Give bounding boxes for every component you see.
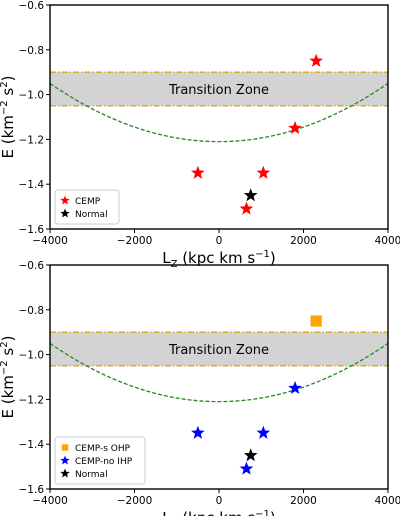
plot-area — [50, 315, 388, 475]
chart-1: Transition Zone −4000 −2000 0 2000 4000 −1.6 −1… — [0, 0, 400, 270]
x-tick-label: 4000 — [375, 235, 400, 247]
legend-marker — [61, 444, 69, 451]
x-tick-label: −4000 — [32, 495, 68, 507]
x-axis-label: LZ (kpc km s−1) — [162, 509, 276, 516]
x-tick-label: −2000 — [117, 495, 153, 507]
legend-frame — [54, 436, 146, 485]
y-axis-label: E (km−2 s2) — [0, 76, 17, 159]
y-tick-label: −0.6 — [19, 260, 45, 272]
legend-marker — [60, 468, 70, 478]
separation-curve — [50, 82, 388, 143]
legend-marker — [60, 195, 70, 205]
legend-label: Normal — [75, 210, 108, 220]
legend: CEMP-s OHP CEMP-no IHP Normal — [54, 436, 146, 485]
legend-label: Normal — [75, 470, 108, 480]
legend: CEMP Normal — [54, 189, 120, 225]
x-tick-label: −2000 — [117, 235, 153, 247]
transition-band — [50, 72, 388, 106]
point-2-1 — [243, 188, 258, 202]
legend-marker — [60, 455, 70, 465]
legend-label: CEMP — [75, 197, 101, 207]
chart-2: Transition Zone −4000 −2000 0 2000 4000 −1.6 −1… — [0, 260, 400, 516]
y-tick-label: −1.0 — [19, 350, 45, 362]
y-tick-label: −1.0 — [19, 90, 45, 102]
legend-label: CEMP-s OHP — [75, 444, 131, 454]
x-tick-label: −4000 — [32, 235, 68, 247]
y-tick-label: −0.8 — [19, 305, 45, 317]
point-1-1 — [309, 53, 324, 67]
point-1-2 — [288, 121, 302, 135]
point-2-4 — [239, 461, 254, 475]
point-1-5 — [239, 201, 254, 215]
plot-area — [50, 53, 388, 215]
point-2-3 — [191, 425, 205, 439]
point-3-1 — [243, 448, 258, 462]
point-2-1 — [288, 381, 302, 395]
y-tick-label: −1.6 — [19, 224, 45, 236]
y-tick-label: −1.2 — [19, 394, 45, 406]
y-tick-label: −1.6 — [19, 484, 45, 496]
x-tick-label: 0 — [216, 495, 223, 507]
y-tick-label: −1.4 — [19, 179, 45, 191]
y-tick-label: −1.4 — [19, 439, 45, 451]
y-tick-label: −1.2 — [19, 134, 45, 146]
y-tick-label: −0.6 — [19, 0, 45, 12]
legend-label: CEMP-no IHP — [75, 457, 133, 467]
band-label: Transition Zone — [168, 83, 269, 98]
point-2-2 — [256, 425, 271, 439]
transition-band — [50, 332, 388, 366]
x-tick-label: 2000 — [290, 235, 317, 247]
legend-marker — [60, 208, 70, 218]
point-1-4 — [191, 165, 205, 179]
legend-frame — [54, 189, 120, 225]
separation-curve — [50, 342, 388, 403]
band-label: Transition Zone — [168, 343, 269, 358]
point-1-3 — [256, 165, 271, 179]
x-tick-label: 2000 — [290, 495, 317, 507]
x-tick-label: 4000 — [375, 495, 400, 507]
point-1-1 — [310, 315, 322, 327]
y-axis-label: E (km−2 s2) — [0, 336, 17, 419]
x-axis-label: LZ (kpc km s−1) — [162, 249, 276, 270]
x-tick-label: 0 — [216, 235, 223, 247]
y-tick-label: −0.8 — [19, 45, 45, 57]
